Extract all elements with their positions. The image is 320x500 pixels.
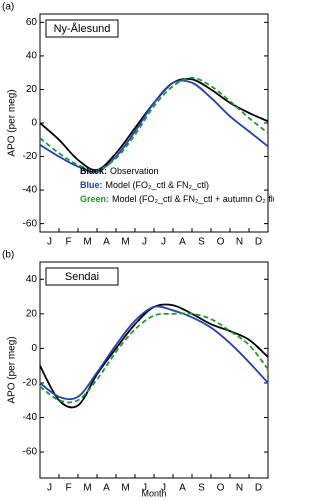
- site-box: [45, 19, 119, 38]
- legend-entry: Black: Observation: [80, 166, 159, 176]
- x-tick-label: J: [161, 483, 166, 494]
- x-tick-label: J: [161, 237, 166, 248]
- series-line: [39, 305, 269, 401]
- x-tick-label: D: [255, 237, 262, 248]
- panel-label: (a): [2, 2, 14, 13]
- y-tick-label: -40: [23, 412, 38, 423]
- y-tick-label: 40: [26, 51, 38, 62]
- x-tick-label: D: [255, 483, 262, 494]
- x-tick-label: S: [198, 237, 205, 248]
- x-tick-label: N: [236, 237, 243, 248]
- x-tick-label: N: [236, 483, 243, 494]
- x-tick-label: M: [121, 483, 129, 494]
- legend-name: Model (FO₂_ctl & FN₂_ctl + autumn O₂ flu…: [112, 194, 274, 204]
- panel-label: (b): [2, 250, 14, 261]
- plot-frame: [39, 261, 269, 479]
- y-tick-label: 20: [26, 308, 38, 319]
- x-tick-label: A: [179, 483, 186, 494]
- x-tick-label: S: [198, 483, 205, 494]
- x-tick-label: J: [142, 483, 147, 494]
- x-tick-label: F: [65, 237, 71, 248]
- x-tick-label: A: [179, 237, 186, 248]
- legend-name: Observation: [110, 166, 159, 176]
- x-tick-label: J: [142, 237, 147, 248]
- x-tick-label: M: [83, 483, 91, 494]
- legend-entry: Blue: Model (FO₂_ctl & FN₂_ctl): [80, 180, 209, 190]
- legend-prefix: Green:: [80, 194, 109, 204]
- y-tick-label: 0: [31, 118, 37, 129]
- y-tick-label: -60: [23, 218, 38, 229]
- series-line: [39, 78, 269, 171]
- series-line: [39, 76, 269, 172]
- y-tick-label: -20: [23, 151, 38, 162]
- site-label: Ny-Ålesund: [54, 22, 111, 35]
- x-tick-label: M: [121, 237, 129, 248]
- x-tick-label: O: [217, 237, 225, 248]
- x-tick-label: O: [217, 483, 225, 494]
- y-tick-label: 60: [26, 17, 38, 28]
- legend-name: Model (FO₂_ctl & FN₂_ctl): [106, 180, 210, 190]
- series-line: [39, 312, 269, 404]
- y-tick-label: 40: [26, 274, 38, 285]
- x-tick-label: J: [47, 483, 52, 494]
- x-tick-label: A: [103, 237, 110, 248]
- x-tick-label: M: [83, 237, 91, 248]
- x-tick-label: F: [65, 483, 71, 494]
- x-axis-label: Month: [141, 488, 166, 498]
- x-tick-label: J: [47, 237, 52, 248]
- y-tick-label: -20: [23, 378, 38, 389]
- y-tick-label: 0: [31, 343, 37, 354]
- series-line: [39, 303, 269, 409]
- site-box: [45, 267, 119, 286]
- y-axis-label: APO (per meg): [7, 89, 18, 156]
- legend-prefix: Black:: [80, 166, 107, 176]
- legend-prefix: Blue:: [80, 180, 103, 190]
- y-tick-label: -40: [23, 185, 38, 196]
- y-tick-label: 20: [26, 84, 38, 95]
- x-tick-label: A: [103, 483, 110, 494]
- y-tick-label: -60: [23, 447, 38, 458]
- y-axis-label: APO (per meg): [7, 336, 18, 403]
- site-label: Sendai: [65, 271, 99, 283]
- legend-entry: Green: Model (FO₂_ctl & FN₂_ctl + autumn …: [80, 194, 274, 204]
- series-line: [39, 79, 269, 173]
